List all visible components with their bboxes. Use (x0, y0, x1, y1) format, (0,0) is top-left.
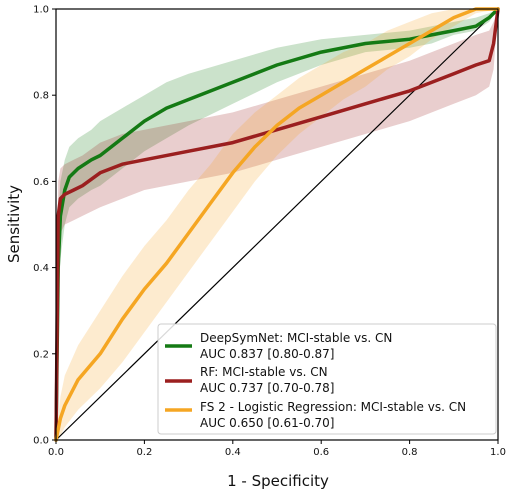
x-tick-label: 0.6 (313, 447, 329, 458)
legend-box (157, 323, 497, 435)
roc-curves (54, 7, 500, 442)
y-tick-label: 0.8 (33, 91, 49, 102)
y-tick-label: 0.6 (33, 177, 49, 188)
legend: DeepSymNet: MCI-stable vs. CN AUC 0.837 … (157, 323, 497, 435)
x-tick-label: 0.0 (48, 447, 64, 458)
x-tick-label: 0.4 (225, 447, 241, 458)
roc-curve-rf (54, 7, 500, 442)
y-tick-label: 0.2 (33, 349, 49, 360)
x-axis-label: 1 - Specificity (227, 472, 329, 490)
roc-curve-deepsymnet (54, 7, 500, 442)
chance-diagonal-line (55, 8, 499, 441)
x-axis-ticks: 0.0 0.2 0.4 0.6 0.8 1.0 (48, 440, 506, 458)
confidence-band-deepsymnet (56, 9, 498, 440)
legend-auc-fs2-logistic-regression: AUC 0.650 [0.61-0.70] (200, 416, 334, 430)
y-tick-label: 0.4 (33, 263, 49, 274)
confidence-band-fs-2-logistic-regression (56, 9, 498, 440)
legend-name-fs2-logistic-regression: FS 2 - Logistic Regression: MCI-stable v… (200, 400, 466, 414)
legend-auc-rf: AUC 0.737 [0.70-0.78] (200, 381, 334, 395)
x-tick-label: 1.0 (490, 447, 506, 458)
x-tick-label: 0.8 (402, 447, 418, 458)
y-tick-label: 1.0 (33, 5, 49, 16)
legend-auc-deepsymnet: AUC 0.837 [0.80-0.87] (200, 347, 334, 361)
y-tick-label: 0.0 (33, 436, 49, 447)
y-axis-label: Sensitivity (5, 185, 23, 263)
legend-name-rf: RF: MCI-stable vs. CN (200, 365, 328, 379)
y-axis-ticks: 0.0 0.2 0.4 0.6 0.8 1.0 (33, 5, 56, 447)
legend-name-deepsymnet: DeepSymNet: MCI-stable vs. CN (200, 331, 392, 345)
x-tick-label: 0.2 (136, 447, 152, 458)
plot-frame (55, 8, 499, 441)
roc-curve-fs-2-logistic-regression (54, 7, 500, 442)
